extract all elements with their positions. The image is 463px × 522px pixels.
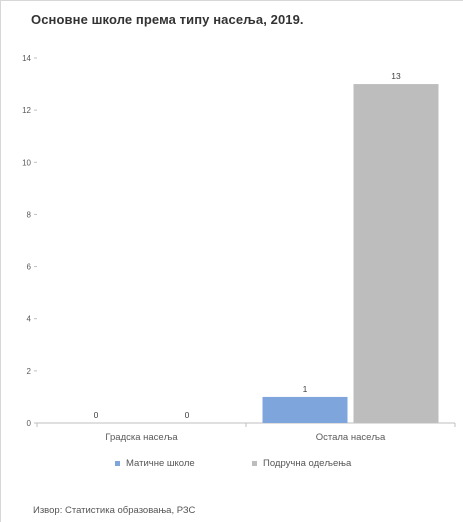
bar-maticne [262, 396, 348, 423]
legend-swatch-maticne [115, 461, 120, 466]
y-tick-label: 14 [22, 54, 31, 63]
source-note: Извор: Статистика образовања, РЗС [33, 505, 196, 516]
bar-data-label: 0 [185, 410, 190, 420]
bars [262, 84, 439, 424]
frame-border-top [0, 0, 463, 1]
chart-title: Основне школе према типу насеља, 2019. [31, 12, 304, 27]
legend-item-podrucna: Подручна одељења [252, 458, 351, 469]
y-tick-label: 0 [27, 419, 32, 428]
legend-label-podrucna: Подручна одељења [263, 458, 352, 469]
legend-label-maticne: Матичне школе [126, 458, 195, 469]
bar-data-label: 0 [94, 410, 99, 420]
y-tick-label: 2 [27, 367, 32, 376]
legend-swatch-podrucna [252, 461, 257, 466]
y-tick-label: 6 [27, 263, 32, 272]
bar-podrucna [353, 84, 439, 424]
bar-data-label: 13 [391, 71, 401, 81]
y-tick-label: 4 [27, 315, 32, 324]
y-tick-label: 10 [22, 158, 31, 167]
y-tick-label: 8 [27, 210, 32, 219]
bar-data-label: 1 [303, 384, 308, 394]
legend-item-maticne: Матичне школе [115, 458, 195, 469]
frame-border-left [0, 0, 1, 522]
x-category-label: Остала насеља [316, 432, 386, 443]
x-category-label: Градска насеља [105, 432, 178, 443]
y-tick-label: 12 [22, 106, 31, 115]
legend: Матичне школе Подручна одељења [0, 458, 463, 476]
data-labels: 0 0 1 13 [94, 71, 401, 420]
